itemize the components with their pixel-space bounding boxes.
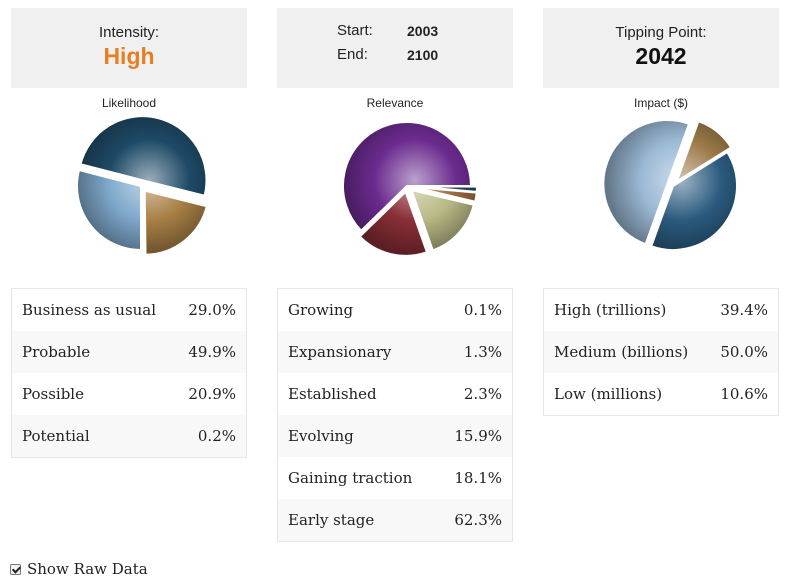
table-row: Medium (billions) 50.0% [544, 331, 778, 373]
row-value: 20.9% [188, 385, 236, 403]
row-value: 0.1% [463, 301, 502, 319]
pie-slice-early-stage [342, 121, 472, 232]
show-raw-data-toggle[interactable]: Show Raw Data [10, 560, 148, 578]
table-row: Growing 0.1% [278, 289, 512, 331]
row-value: 39.4% [720, 301, 768, 319]
intensity-box: Intensity: High [11, 8, 247, 88]
row-label: Probable [22, 343, 91, 361]
intensity-value: High [103, 43, 155, 69]
table-row: Early stage 62.3% [278, 499, 512, 541]
start-label: Start: [337, 22, 373, 39]
impact-chart-title: Impact ($) [633, 96, 688, 110]
row-value: 18.1% [454, 469, 502, 487]
row-label: Low (millions) [554, 385, 663, 403]
table-row: Gaining traction 18.1% [278, 457, 512, 499]
table-row: Established 2.3% [278, 373, 512, 415]
row-label: Gaining traction [288, 469, 413, 487]
impact-pie [602, 119, 738, 251]
row-label: Potential [22, 427, 90, 445]
pie-slice-evolving [410, 189, 475, 252]
row-label: Growing [288, 301, 354, 319]
row-value: 1.3% [463, 343, 502, 361]
row-label: Business as usual [22, 301, 157, 319]
row-value: 15.9% [454, 427, 502, 445]
tipping-point-box: Tipping Point: 2042 [543, 8, 779, 88]
pie-slice-low-millions [675, 120, 733, 183]
pie-slice-high-trillions [650, 151, 738, 251]
table-row: Potential 0.2% [12, 415, 246, 457]
row-label: Medium (billions) [554, 343, 689, 361]
row-label: Evolving [288, 427, 354, 445]
pie-slice-medium-billions [602, 119, 691, 246]
row-label: Possible [22, 385, 84, 403]
table-row: Evolving 15.9% [278, 415, 512, 457]
show-raw-data-checkbox[interactable] [10, 563, 21, 575]
row-value: 62.3% [454, 511, 502, 529]
table-row: Probable 49.9% [12, 331, 246, 373]
intensity-label: Intensity: [98, 24, 160, 41]
row-value: 2.3% [463, 385, 502, 403]
row-label: High (trillions) [554, 301, 667, 319]
row-value: 10.6% [720, 385, 768, 403]
row-value: 0.2% [197, 427, 236, 445]
pie-slice-business-as-usual [76, 169, 142, 251]
pie-slice-established [411, 185, 478, 203]
row-label: Early stage [288, 511, 375, 529]
table-row: Possible 20.9% [12, 373, 246, 415]
row-label: Expansionary [288, 343, 392, 361]
end-value: 2100 [407, 47, 439, 63]
pie-slice-possible [143, 189, 208, 256]
pie-slice-gaining-traction [358, 190, 428, 257]
pie-slice-potential [140, 190, 143, 258]
show-raw-data-label: Show Raw Data [27, 560, 148, 578]
row-value: 49.9% [188, 343, 236, 361]
likelihood-table: Business as usual 29.0% Probable 49.9% Pos… [11, 288, 247, 458]
end-label: End: [337, 46, 368, 63]
impact-table: High (trillions) 39.4% Medium (billions) 5… [543, 288, 779, 416]
table-row: Low (millions) 10.6% [544, 373, 778, 415]
table-row: Expansionary 1.3% [278, 331, 512, 373]
row-value: 50.0% [720, 343, 768, 361]
table-row: Business as usual 29.0% [12, 289, 246, 331]
start-value: 2003 [407, 23, 439, 39]
relevance-table: Growing 0.1% Expansionary 1.3% Established… [277, 288, 513, 542]
relevance-chart-title: Relevance [366, 96, 424, 110]
table-row: High (trillions) 39.4% [544, 289, 778, 331]
tipping-label: Tipping Point: [615, 24, 707, 41]
pie-slice-probable [79, 115, 208, 197]
row-value: 29.0% [188, 301, 236, 319]
likelihood-chart-title: Likelihood [101, 96, 157, 110]
row-label: Established [288, 385, 377, 403]
date-range-box: Start: 2003 End: 2100 [277, 8, 513, 88]
likelihood-pie [76, 115, 208, 258]
relevance-pie [342, 121, 479, 257]
tipping-value: 2042 [635, 43, 687, 69]
